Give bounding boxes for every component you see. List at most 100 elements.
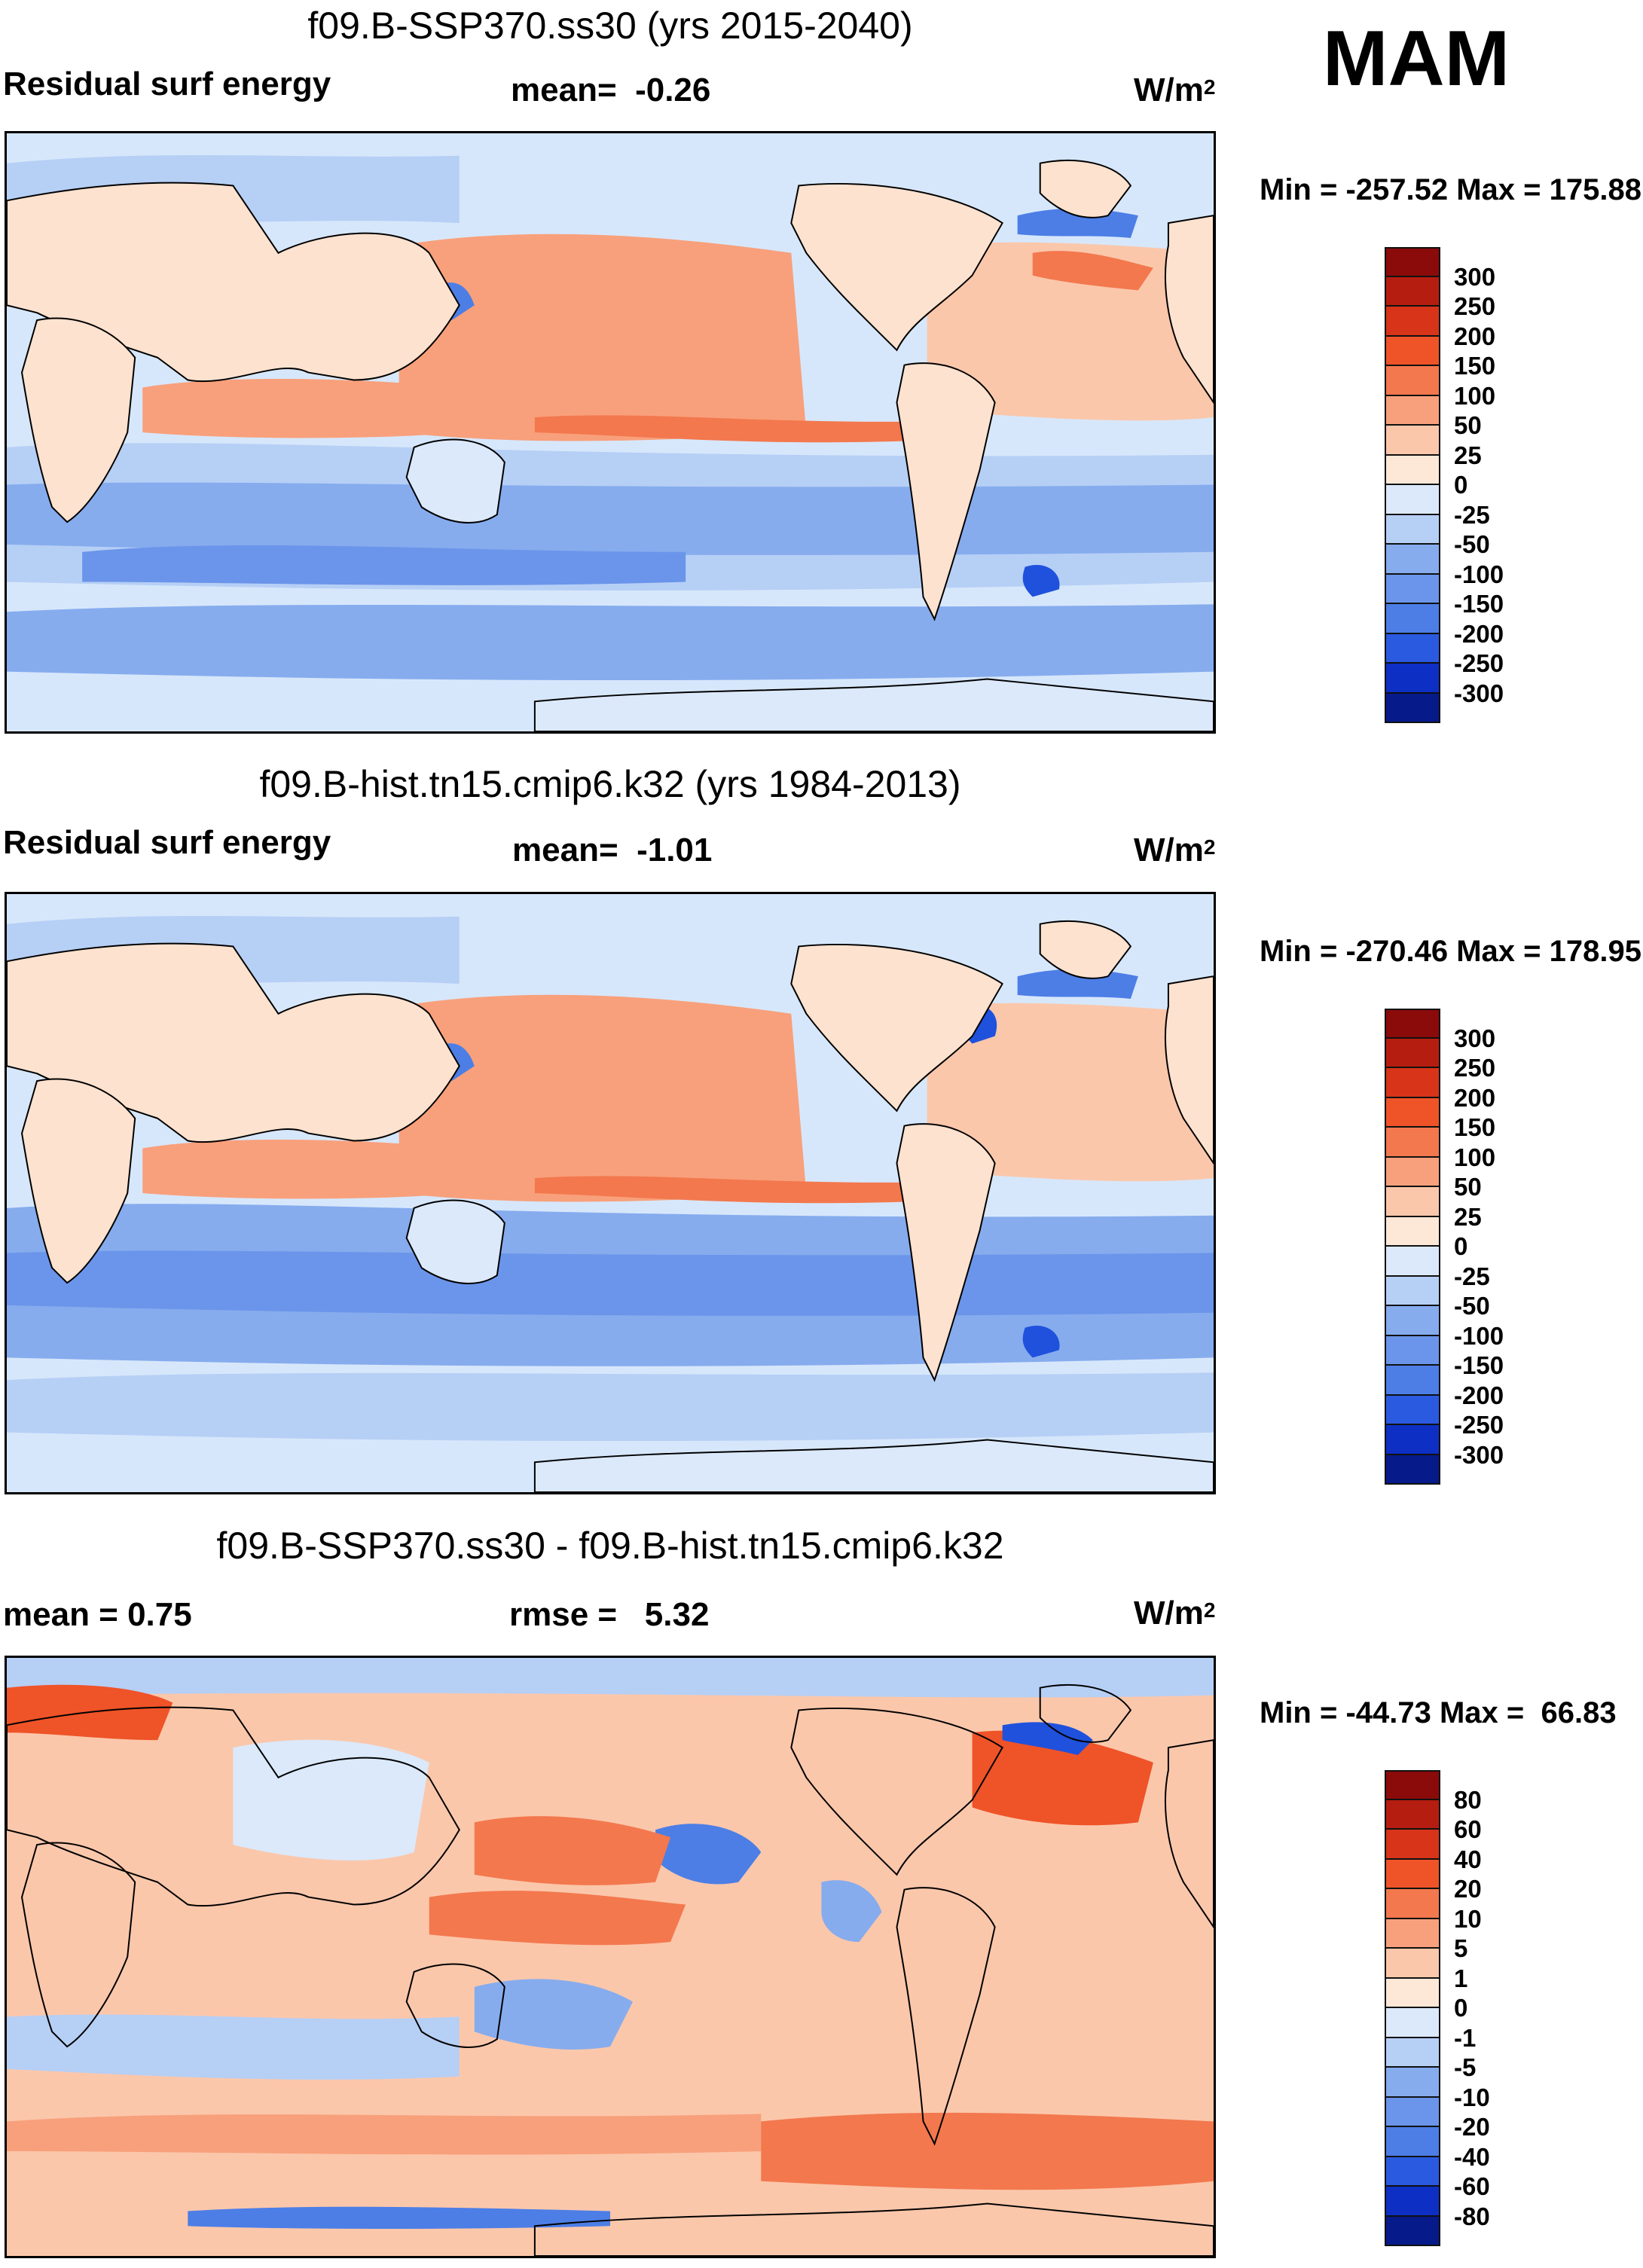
colorbar-swatch	[1385, 1889, 1440, 1919]
colorbar-tick-label: 100	[1454, 381, 1496, 410]
colorbar-tick-label: 5	[1454, 1934, 1468, 1962]
colorbar-swatch	[1385, 1187, 1440, 1217]
colorbar-tick-label: 300	[1454, 1024, 1496, 1052]
colorbar-tick-label: 10	[1454, 1904, 1482, 1933]
colorbar-tick-label: -300	[1454, 1440, 1504, 1469]
map-plot-2	[5, 892, 1216, 1494]
colorbar-swatch	[1385, 1157, 1440, 1187]
colorbar-swatch	[1385, 2097, 1440, 2127]
map-plot-1	[5, 131, 1216, 734]
colorbar-swatch	[1385, 307, 1440, 337]
colorbar-tick-label: -60	[1454, 2172, 1490, 2200]
mean-value: mean= -1.01	[512, 832, 713, 868]
colorbar-swatch	[1385, 1276, 1440, 1306]
colorbar-tick-label: 200	[1454, 1083, 1496, 1112]
colorbar-swatch	[1385, 1366, 1440, 1396]
colorbar-tick-label: -150	[1454, 1351, 1504, 1379]
map-plot-3	[5, 1656, 1216, 2258]
colorbar-tick-label: 0	[1454, 1994, 1468, 2022]
colorbar-swatch	[1385, 276, 1440, 307]
colorbar-swatch	[1385, 664, 1440, 694]
colorbar-tick-label: -25	[1454, 500, 1490, 529]
panel-title: f09.B-SSP370.ss30 - f09.B-hist.tn15.cmip…	[216, 1525, 1004, 1567]
colorbar-swatch	[1385, 2216, 1440, 2246]
colorbar-tick-label: 50	[1454, 411, 1482, 439]
colorbar-swatch	[1385, 2157, 1440, 2187]
variable-label: Residual surf energy	[3, 66, 331, 102]
colorbar-swatch	[1385, 1097, 1440, 1128]
colorbar-tick-label: 200	[1454, 322, 1496, 350]
colorbar-tick-label: 0	[1454, 471, 1468, 499]
colorbar-swatch	[1385, 1128, 1440, 1158]
colorbar-tick-label: 40	[1454, 1845, 1482, 1873]
colorbar-swatch	[1385, 514, 1440, 545]
colorbar-swatch	[1385, 1306, 1440, 1336]
colorbar-tick-label: 250	[1454, 292, 1496, 320]
colorbar-tick-label: 20	[1454, 1875, 1482, 1903]
colorbar-tick-label: 150	[1454, 352, 1496, 380]
colorbar-swatch	[1385, 1335, 1440, 1366]
colorbar-tick-label: 300	[1454, 262, 1496, 291]
min-max-label: Min = -270.46 Max = 178.95	[1260, 935, 1641, 968]
colorbar-tick-label: 100	[1454, 1143, 1496, 1171]
colorbar-tick-label: -300	[1454, 679, 1504, 707]
map-svg	[7, 133, 1214, 731]
colorbar-swatch	[1385, 2127, 1440, 2157]
colorbar-tick-label: 150	[1454, 1113, 1496, 1141]
colorbar-tick-label: -200	[1454, 1381, 1504, 1409]
mean-value: mean = 0.75	[3, 1596, 192, 1633]
colorbar-swatch	[1385, 426, 1440, 456]
colorbar-tick-label: 50	[1454, 1173, 1482, 1201]
colorbar-2	[1385, 1009, 1440, 1485]
variable-label: Residual surf energy	[3, 824, 331, 861]
colorbar-swatch	[1385, 1859, 1440, 1889]
colorbar-tick-label: -10	[1454, 2083, 1490, 2111]
colorbar-tick-label: -50	[1454, 1292, 1490, 1320]
colorbar-swatch	[1385, 2187, 1440, 2217]
min-max-label: Min = -257.52 Max = 175.88	[1260, 173, 1641, 206]
colorbar-swatch	[1385, 485, 1440, 515]
panel-title: f09.B-hist.tn15.cmip6.k32 (yrs 1984-2013…	[259, 763, 961, 805]
colorbar-tick-label: -80	[1454, 2202, 1490, 2230]
colorbar-tick-label: -40	[1454, 2142, 1490, 2171]
colorbar-swatch	[1385, 395, 1440, 426]
units-label: W/m2	[1134, 72, 1216, 108]
colorbar-swatch	[1385, 604, 1440, 634]
colorbar-swatch	[1385, 336, 1440, 366]
rmse-value: rmse = 5.32	[509, 1596, 710, 1633]
map-svg	[7, 894, 1214, 1492]
colorbar-swatch	[1385, 1068, 1440, 1098]
colorbar-tick-label: 80	[1454, 1785, 1482, 1814]
colorbar-swatch	[1385, 1247, 1440, 1277]
colorbar-tick-label: -5	[1454, 2053, 1477, 2081]
min-max-label: Min = -44.73 Max = 66.83	[1260, 1696, 1617, 1729]
colorbar-swatch	[1385, 693, 1440, 723]
colorbar-swatch	[1385, 574, 1440, 604]
colorbar-swatch	[1385, 366, 1440, 396]
colorbar-swatch	[1385, 1918, 1440, 1949]
colorbar-swatch	[1385, 1978, 1440, 2008]
colorbar-swatch	[1385, 455, 1440, 485]
colorbar-swatch	[1385, 247, 1440, 277]
colorbar-swatch	[1385, 1770, 1440, 1800]
colorbar-swatch	[1385, 2008, 1440, 2038]
colorbar-swatch	[1385, 1395, 1440, 1425]
mean-value: mean= -0.26	[511, 72, 711, 108]
colorbar-swatch	[1385, 2068, 1440, 2098]
units-label: W/m2	[1134, 1595, 1216, 1632]
colorbar-tick-label: -200	[1454, 619, 1504, 648]
colorbar-swatch	[1385, 2038, 1440, 2068]
colorbar-3	[1385, 1770, 1440, 2246]
map-svg	[7, 1658, 1214, 2256]
colorbar-tick-label: -20	[1454, 2113, 1490, 2141]
colorbar-tick-label: -100	[1454, 560, 1504, 588]
colorbar-tick-label: -250	[1454, 1411, 1504, 1439]
colorbar-swatch	[1385, 1009, 1440, 1039]
colorbar-swatch	[1385, 1949, 1440, 1979]
colorbar-tick-label: 250	[1454, 1054, 1496, 1082]
colorbar-swatch	[1385, 1038, 1440, 1068]
colorbar-swatch	[1385, 1830, 1440, 1860]
colorbar-swatch	[1385, 545, 1440, 575]
colorbar-swatch	[1385, 1425, 1440, 1455]
colorbar-tick-label: 1	[1454, 1964, 1468, 1992]
